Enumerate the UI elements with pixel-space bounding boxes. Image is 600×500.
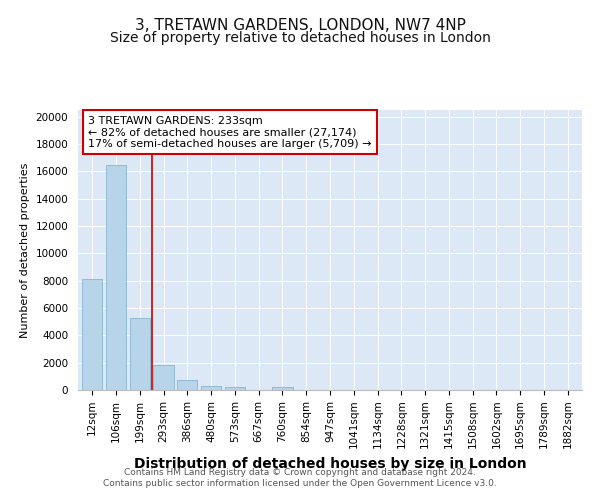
Text: 3, TRETAWN GARDENS, LONDON, NW7 4NP: 3, TRETAWN GARDENS, LONDON, NW7 4NP <box>134 18 466 32</box>
Bar <box>130 318 150 390</box>
Bar <box>82 280 103 390</box>
X-axis label: Distribution of detached houses by size in London: Distribution of detached houses by size … <box>134 457 526 471</box>
Bar <box>106 164 126 390</box>
Text: Contains HM Land Registry data © Crown copyright and database right 2024.
Contai: Contains HM Land Registry data © Crown c… <box>103 468 497 487</box>
Text: 3 TRETAWN GARDENS: 233sqm
← 82% of detached houses are smaller (27,174)
17% of s: 3 TRETAWN GARDENS: 233sqm ← 82% of detac… <box>88 116 371 149</box>
Bar <box>154 366 173 390</box>
Bar <box>177 380 197 390</box>
Y-axis label: Number of detached properties: Number of detached properties <box>20 162 30 338</box>
Bar <box>225 387 245 390</box>
Bar <box>201 386 221 390</box>
Bar <box>272 387 293 390</box>
Text: Size of property relative to detached houses in London: Size of property relative to detached ho… <box>110 31 490 45</box>
